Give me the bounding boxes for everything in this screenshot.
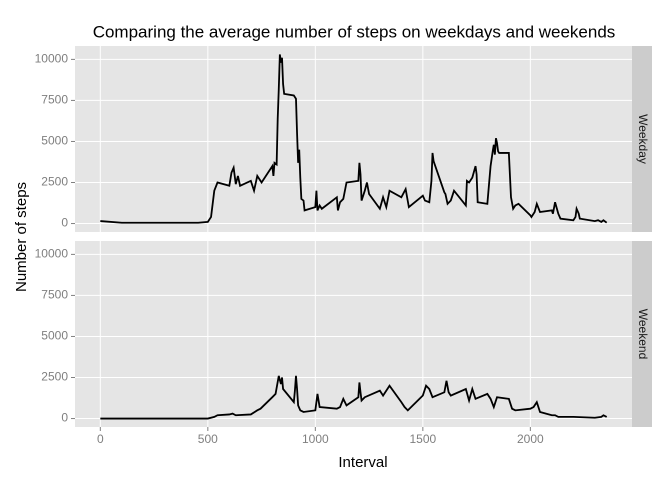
x-tick-label: 1500 [409,432,436,446]
y-tick-label: 2500 [41,370,68,384]
y-tick-label: 0 [61,216,68,230]
y-tick-label: 5000 [41,329,68,343]
chart-title: Comparing the average number of steps on… [93,22,616,41]
x-tick-label: 1000 [302,432,329,446]
strip-background [632,46,652,232]
strip-label: Weekend [636,309,650,359]
data-line [100,54,608,224]
y-tick-label: 7500 [41,93,68,107]
y-tick-label: 5000 [41,134,68,148]
panel-background [75,241,632,427]
y-tick-label: 0 [61,411,68,425]
y-axis-label: Number of steps [13,182,30,292]
x-axis-label: Interval [338,454,387,471]
y-tick-label: 10000 [35,247,69,261]
strip-label: Weekday [636,114,650,164]
y-tick-label: 10000 [35,52,69,66]
x-tick-label: 2000 [517,432,544,446]
data-line [100,375,608,420]
y-tick-label: 2500 [41,175,68,189]
x-tick-label: 500 [198,432,218,446]
y-tick-label: 7500 [41,288,68,302]
x-tick-label: 0 [97,432,104,446]
strip-background [632,241,652,427]
panel-background [75,46,632,232]
